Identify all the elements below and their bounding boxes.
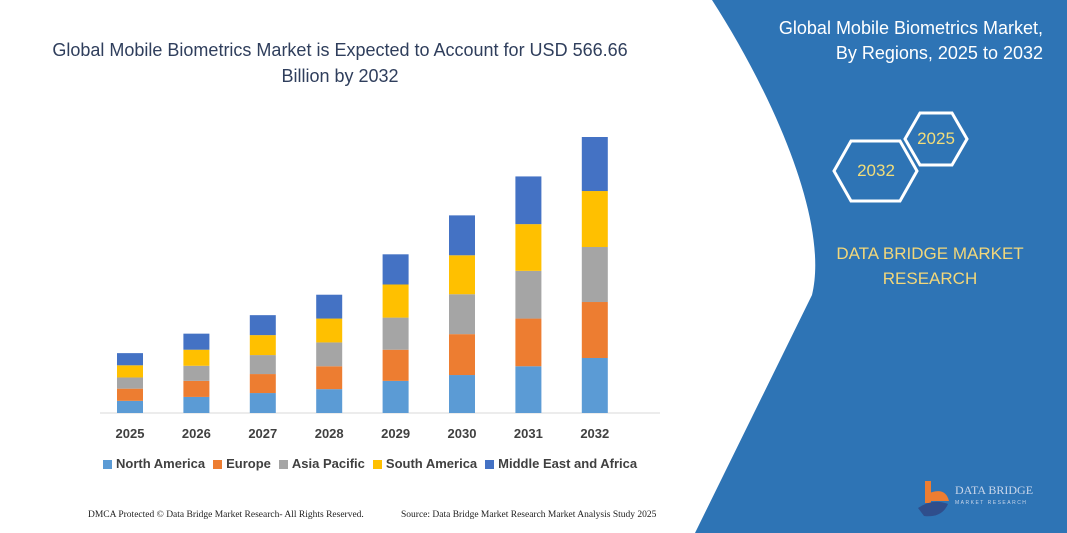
legend-item: North America <box>103 456 205 472</box>
chart-title: Global Mobile Biometrics Market is Expec… <box>52 40 628 86</box>
bar-2029-south-america <box>382 284 409 318</box>
blue-panel <box>695 0 1067 533</box>
hexagon-2032 <box>832 139 919 203</box>
legend-swatch <box>213 459 223 469</box>
brand-line2: RESEARCH <box>882 269 978 288</box>
x-tick-label: 2027 <box>248 426 278 441</box>
legend-label: North America <box>116 456 206 471</box>
bar-2030-middle-east-and-africa <box>449 215 475 256</box>
x-tick-label: 2030 <box>447 426 477 441</box>
bar-2026-europe <box>183 380 210 397</box>
bars-group <box>117 137 608 413</box>
bar-2026-north-america <box>183 396 210 413</box>
x-tick-label: 2025 <box>115 426 145 441</box>
bar-2028-asia-pacific <box>316 342 343 367</box>
bar-2029-asia-pacific <box>382 317 409 350</box>
bar-2025-north-america <box>117 400 143 413</box>
logo-text: DATA BRIDGE <box>955 483 1034 497</box>
bar-2030-north-america <box>449 375 475 413</box>
bar-2032-europe <box>581 302 608 358</box>
bar-2030-europe <box>449 334 475 376</box>
bar-2031-north-america <box>515 366 542 413</box>
legend-item: Middle East and Africa <box>485 456 637 472</box>
bar-2032-asia-pacific <box>581 247 608 303</box>
bar-2032-north-america <box>581 357 608 413</box>
bar-2027-europe <box>249 374 276 394</box>
bar-2026-asia-pacific <box>183 365 210 381</box>
legend-swatch <box>103 459 112 469</box>
legend-swatch <box>485 459 495 469</box>
legend-item: South America <box>372 456 478 472</box>
x-tick-label: 2032 <box>580 426 610 441</box>
bar-2027-asia-pacific <box>249 355 276 375</box>
bar-2025-middle-east-and-africa <box>117 353 143 366</box>
bar-2032-south-america <box>581 191 608 248</box>
bar-2028-south-america <box>316 318 343 343</box>
panel-title-line2: By Regions, 2025 to 2032 <box>835 43 1043 63</box>
brand-line1: DATA BRIDGE MARKET <box>836 244 1024 263</box>
bar-2030-asia-pacific <box>449 294 475 335</box>
bar-2031-europe <box>515 318 542 367</box>
bar-2027-north-america <box>249 393 276 413</box>
bar-2029-north-america <box>382 380 409 413</box>
bar-2026-south-america <box>183 349 210 366</box>
panel-title-line1: Global Mobile Biometrics Market, <box>778 18 1043 38</box>
legend-item: Europe <box>213 456 271 472</box>
legend-swatch <box>372 459 382 469</box>
legend-label: Europe <box>226 456 271 471</box>
bar-2031-middle-east-and-africa <box>515 176 542 225</box>
brand-text: DATA BRIDGE MARKET RESEARCH <box>800 241 1060 291</box>
x-tick-label: 2026 <box>181 426 211 441</box>
legend-label: Asia Pacific <box>291 456 365 471</box>
x-tick-label: 2028 <box>314 426 344 441</box>
bar-2026-middle-east-and-africa <box>183 333 210 350</box>
bar-2028-europe <box>316 366 343 390</box>
bar-2028-middle-east-and-africa <box>316 294 343 319</box>
bar-2028-north-america <box>316 389 343 413</box>
panel-title: Global Mobile Biometrics Market, By Regi… <box>703 16 1043 66</box>
x-tick-label: 2031 <box>513 426 543 441</box>
logo-subtext: MARKET RESEARCH <box>955 500 1028 506</box>
bar-2031-south-america <box>515 224 542 271</box>
logo <box>918 481 949 517</box>
bar-2029-europe <box>382 349 409 381</box>
bar-2025-europe <box>117 388 143 401</box>
copyright-text: DMCA Protected © Data Bridge Market Rese… <box>88 510 364 520</box>
bar-2029-middle-east-and-africa <box>382 254 409 285</box>
bar-2025-asia-pacific <box>117 377 143 389</box>
bar-2027-middle-east-and-africa <box>249 315 276 336</box>
bar-2025-south-america <box>117 365 143 378</box>
bar-2027-south-america <box>249 335 276 356</box>
bar-2031-asia-pacific <box>515 270 542 319</box>
x-tick-label: 2029 <box>381 426 411 441</box>
hexagon-2025 <box>903 111 969 167</box>
bar-2032-middle-east-and-africa <box>581 137 608 192</box>
legend-item: Asia Pacific <box>278 456 365 472</box>
legend-swatch <box>278 459 288 469</box>
bar-2030-south-america <box>449 255 475 295</box>
hex-label-2025: 2025 <box>917 129 955 148</box>
legend-label: Middle East and Africa <box>498 456 638 471</box>
source-text: Source: Data Bridge Market Research Mark… <box>401 510 657 520</box>
hex-label-2032: 2032 <box>857 161 895 180</box>
legend-label: South America <box>385 456 478 471</box>
legend: North America Europe Asia Pacific South Ame… <box>103 456 637 472</box>
